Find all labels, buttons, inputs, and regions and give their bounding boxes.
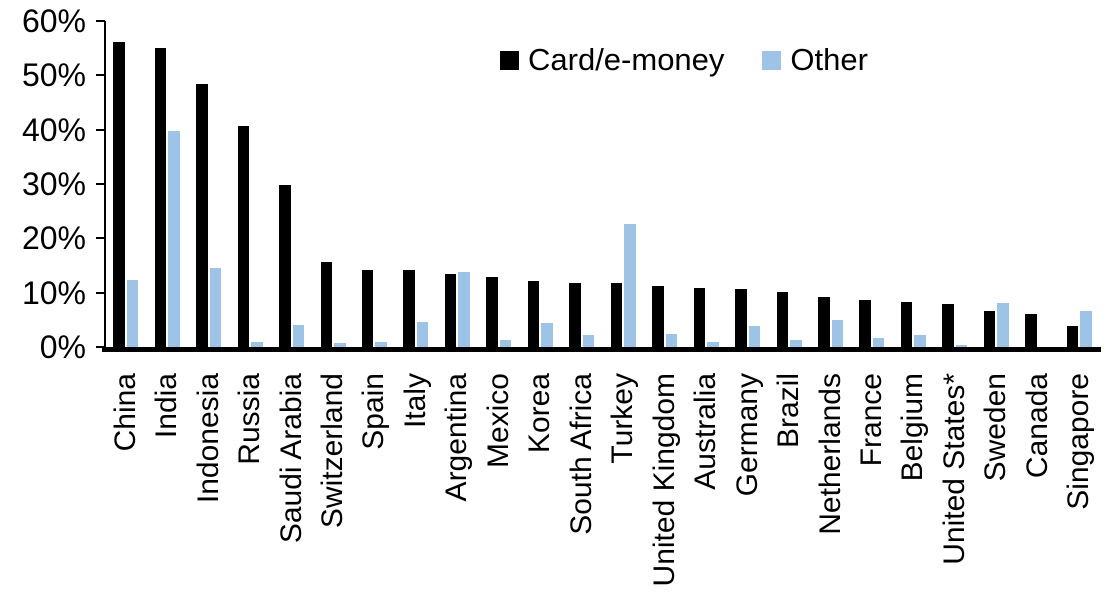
bar-italy-other [416, 322, 429, 347]
bar-indonesia-other [209, 267, 222, 347]
y-axis-tick [96, 74, 105, 77]
bar-sweden-other [997, 303, 1009, 347]
x-axis-label-france: France [854, 373, 888, 467]
y-axis-tick [96, 20, 105, 22]
x-axis-line [102, 347, 1101, 352]
x-axis-label-italy: Italy [398, 373, 432, 429]
bar-south-africa-other [582, 334, 595, 347]
y-axis-tick-label: 60% [21, 3, 86, 39]
legend-label: Other [790, 42, 868, 77]
x-axis-label-china: China [108, 373, 142, 452]
y-axis-tick [96, 237, 105, 240]
bar-canada-card-e-money [1025, 314, 1037, 347]
bar-singapore-other [1080, 310, 1092, 347]
bar-mexico-card-e-money [486, 276, 498, 347]
bar-turkey-card-e-money [610, 283, 623, 347]
bar-saudi-arabia-card-e-money [279, 184, 291, 347]
x-axis-label-mexico: Mexico [481, 373, 515, 469]
x-axis-label-germany: Germany [730, 373, 764, 497]
x-axis-label-switzerland: Switzerland [316, 373, 350, 529]
legend: Card/e-money Other [500, 40, 868, 80]
bar-spain-card-e-money [361, 269, 374, 347]
y-axis-tick-label: 30% [21, 166, 86, 202]
bar-australia-other [707, 341, 719, 347]
bar-united-states-other [955, 345, 968, 347]
bar-australia-card-e-money [693, 287, 706, 347]
bar-germany-other [748, 325, 761, 347]
y-axis-tick-label: 40% [21, 111, 86, 148]
bar-france-card-e-money [859, 300, 871, 347]
bar-china-other [126, 280, 139, 347]
y-axis-tick-label: 0% [39, 329, 86, 365]
x-axis-label-sweden: Sweden [979, 373, 1013, 482]
x-axis-label-argentina: Argentina [440, 373, 474, 502]
bar-brazil-other [790, 340, 802, 347]
x-axis-label-indonesia: Indonesia [191, 373, 225, 504]
x-axis-label-turkey: Turkey [606, 373, 640, 464]
x-axis-label-korea: Korea [523, 373, 557, 454]
bar-india-card-e-money [154, 48, 167, 347]
legend-swatch-card-e-money-icon [500, 50, 519, 70]
bar-united-kingdom-other [665, 333, 678, 347]
bar-sweden-card-e-money [983, 311, 996, 347]
x-axis-label-india: India [150, 373, 184, 439]
y-axis-tick [96, 183, 105, 185]
bar-saudi-arabia-other [292, 325, 305, 347]
bar-singapore-card-e-money [1066, 325, 1079, 347]
bar-belgium-card-e-money [900, 302, 913, 347]
bar-indonesia-card-e-money [196, 84, 208, 347]
y-axis-tick-label: 10% [21, 274, 86, 311]
x-axis-label-south-africa: South Africa [564, 373, 598, 535]
x-axis-label-united-kingdom: United Kingdom [647, 373, 681, 587]
plot-area [105, 21, 1100, 347]
bar-united-kingdom-card-e-money [652, 286, 664, 347]
legend-swatch-other-icon [762, 50, 782, 70]
y-axis-tick-label: 20% [21, 220, 86, 257]
x-axis-label-australia: Australia [689, 373, 723, 490]
bar-argentina-card-e-money [444, 274, 457, 347]
bar-china-card-e-money [113, 41, 125, 347]
legend-label: Card/e-money [528, 42, 725, 77]
bar-switzerland-other [334, 342, 346, 347]
bar-united-states-card-e-money [942, 304, 954, 347]
bar-netherlands-card-e-money [818, 297, 830, 347]
y-axis-tick [96, 346, 105, 348]
bar-mexico-other [499, 340, 512, 347]
bar-russia-card-e-money [237, 126, 250, 347]
legend-item-card-e-money: Card/e-money [500, 42, 724, 78]
y-axis-tick [96, 291, 105, 294]
x-axis-label-saudi-arabia: Saudi Arabia [274, 373, 308, 544]
bar-netherlands-other [831, 320, 844, 347]
bar-korea-other [541, 322, 553, 347]
x-axis-label-netherlands: Netherlands [813, 373, 847, 535]
x-axis-label-brazil: Brazil [772, 373, 806, 449]
y-axis-tick-label: 50% [21, 57, 86, 94]
bar-germany-card-e-money [735, 288, 747, 347]
y-axis-tick [96, 128, 105, 131]
bar-turkey-other [624, 223, 636, 347]
bar-argentina-other [458, 272, 470, 347]
bar-belgium-other [914, 335, 926, 347]
x-axis-label-spain: Spain [357, 373, 391, 450]
bar-switzerland-card-e-money [320, 262, 333, 347]
bar-italy-card-e-money [403, 270, 415, 347]
x-axis-label-belgium: Belgium [896, 373, 930, 482]
x-axis-label-canada: Canada [1020, 373, 1054, 479]
bar-spain-other [375, 341, 387, 347]
legend-item-other: Other [762, 42, 868, 78]
x-axis-label-united-states: United States* [937, 373, 971, 565]
bar-india-other [168, 130, 180, 347]
bar-south-africa-card-e-money [569, 282, 581, 347]
bar-russia-other [251, 341, 263, 347]
bar-france-other [872, 337, 885, 347]
bar-brazil-card-e-money [776, 292, 789, 347]
bar-korea-card-e-money [527, 280, 540, 347]
x-axis-label-russia: Russia [233, 373, 267, 465]
x-axis-label-singapore: Singapore [1062, 373, 1096, 510]
y-axis-line [104, 21, 106, 349]
